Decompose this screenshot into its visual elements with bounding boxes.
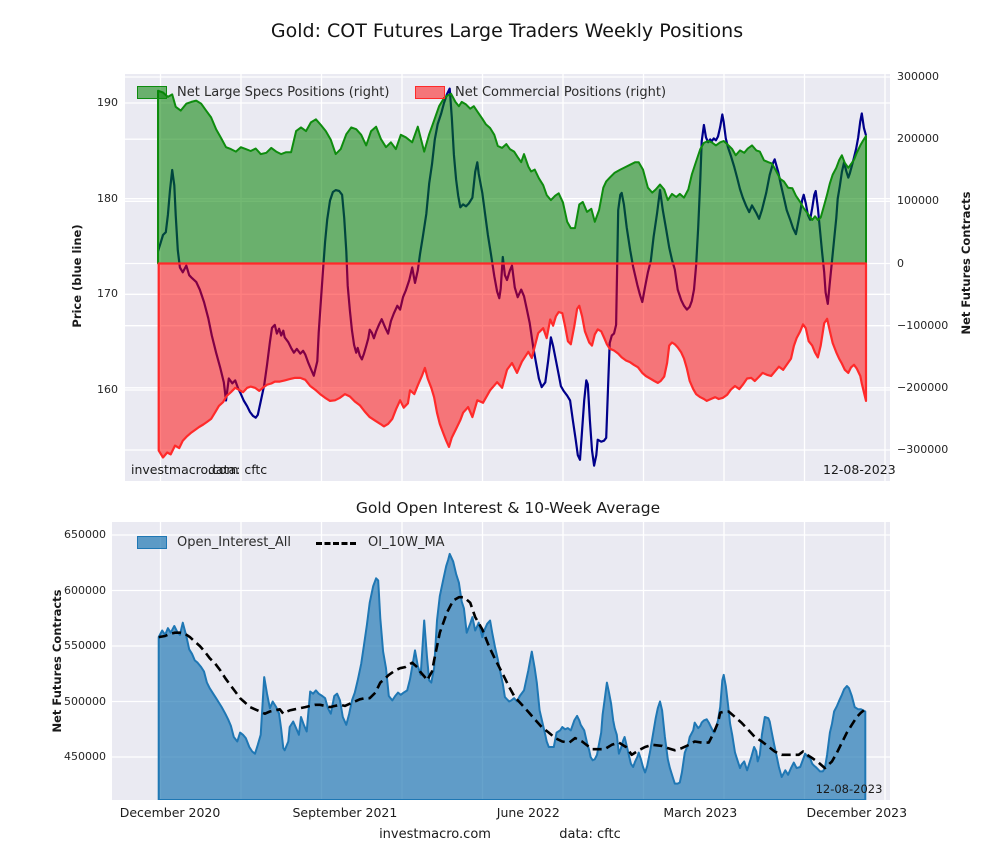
commercials-area-edge <box>157 262 868 459</box>
footer-data-source: data: cftc <box>559 827 621 842</box>
bottom-y-tick: 600000 <box>64 583 106 597</box>
top-y-left-tick: 170 <box>97 287 118 301</box>
commercials-area <box>158 263 866 458</box>
ma-dashed-line <box>158 595 865 770</box>
bottom-y-tick: 650000 <box>64 528 106 541</box>
bottom-x-tick: June 2022 <box>496 805 560 820</box>
top-y-right-tick: 100000 <box>897 194 939 208</box>
open-interest-legend-label: Open_Interest_All <box>177 535 291 550</box>
bottom-x-tick: September 2021 <box>292 805 398 820</box>
specs-area <box>158 90 866 264</box>
top-chart-title: Gold: COT Futures Large Traders Weekly P… <box>270 20 744 42</box>
top-date-label: 12-08-2023 <box>823 462 896 477</box>
top-y-right-tick: −200000 <box>897 380 949 394</box>
specs-legend-swatch <box>137 86 167 99</box>
top-y-right-tick: −300000 <box>897 443 949 456</box>
top-data-source: data: cftc <box>208 462 268 477</box>
ma-legend-label: OI_10W_MA <box>368 535 445 550</box>
specs-legend-label: Net Large Specs Positions (right) <box>177 85 390 100</box>
bottom-y-tick: 450000 <box>64 750 106 763</box>
top-left-axis-label: Price (blue line) <box>70 224 84 328</box>
ma-legend-dash <box>316 542 356 545</box>
top-y-left-tick: 190 <box>97 96 118 109</box>
footer-watermark: investmacro.com <box>379 827 491 842</box>
bottom-y-tick: 500000 <box>64 694 106 708</box>
top-chart-plot <box>125 74 890 481</box>
top-right-axis-label: Net Futures Contracts <box>959 191 973 335</box>
top-y-right-tick: 300000 <box>897 69 939 83</box>
top-y-left-tick: 180 <box>97 191 118 205</box>
top-y-right-tick: 0 <box>897 256 904 270</box>
commercials-legend-label: Net Commercial Positions (right) <box>455 85 667 100</box>
bottom-y-tick: 550000 <box>64 639 106 652</box>
open-interest-area-edge <box>157 552 867 800</box>
top-y-left-tick: 160 <box>97 383 118 396</box>
top-y-right-tick: −100000 <box>897 318 949 332</box>
bottom-x-tick: December 2020 <box>119 805 221 820</box>
bottom-x-tick: December 2023 <box>806 805 908 820</box>
bottom-chart-title: Gold Open Interest & 10-Week Average <box>355 499 661 517</box>
bottom-chart-plot <box>112 522 890 800</box>
specs-area-edge <box>157 89 867 265</box>
bottom-left-axis-label: Net Futures Contracts <box>50 589 64 733</box>
top-watermark: investmacro.com <box>131 462 239 477</box>
bottom-x-tick: March 2023 <box>663 805 738 820</box>
bottom-date-label: 12-08-2023 <box>815 782 883 796</box>
open-interest-legend-swatch <box>137 536 167 549</box>
commercials-legend-swatch <box>415 86 445 99</box>
top-y-right-tick: 200000 <box>897 132 939 146</box>
open-interest-area <box>158 553 866 800</box>
